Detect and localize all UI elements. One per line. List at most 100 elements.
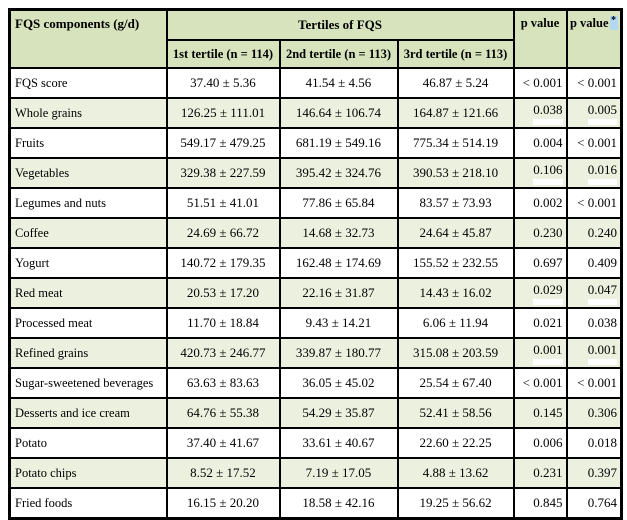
p-value-cell: 0.145 [512,397,568,429]
p-value-text: 0.004 [533,135,563,150]
tertile-1-value-cell: 37.40 ± 5.36 [165,67,281,99]
component-label-cell: Vegetables [8,157,168,189]
table-body: FQS score 37.40 ± 5.36 41.54 ± 4.56 46.8… [8,67,623,520]
p-value-text: 0.001 [533,342,562,365]
p-value-cell: 0.006 [512,427,568,459]
component-label-cell: Potato chips [8,457,168,489]
p-value-adjusted-text: 0.409 [587,255,618,270]
tertile-3-value-cell: 14.43 ± 16.02 [396,277,515,309]
p-value-text: 0.845 [533,495,563,510]
p-value-text: 0.021 [533,315,563,330]
tertile-3-value-cell: 775.34 ± 514.19 [396,127,515,159]
tertile-3-value-cell: 164.87 ± 121.66 [396,97,515,129]
tertile-1-value-cell: 329.38 ± 227.59 [165,157,281,189]
p-value-cell: 0.029 [512,277,568,309]
table-row: Whole grains 126.25 ± 111.01 146.64 ± 10… [8,97,623,129]
tertile-3-header: 3rd tertile (n = 113) [396,39,515,69]
p-value-adjusted-cell: 0.240 [565,217,623,249]
tertile-1-value-cell: 126.25 ± 111.01 [165,97,281,129]
tertile-3-value-cell: 52.41 ± 58.56 [396,397,515,429]
tertile-1-value-cell: 63.63 ± 83.63 [165,367,281,399]
tertile-3-value-cell: 83.57 ± 73.93 [396,187,515,219]
tertile-2-value-cell: 36.05 ± 45.02 [278,367,399,399]
p-value-cell: 0.230 [512,217,568,249]
p-value-column-header: p value [512,8,568,69]
tertile-2-value-cell: 681.19 ± 549.16 [278,127,399,159]
tertile-2-value-cell: 395.42 ± 324.76 [278,157,399,189]
p-value-cell: < 0.001 [512,367,568,399]
p-value-adjusted-text: 0.016 [588,162,617,185]
tertile-2-value-cell: 146.64 ± 106.74 [278,97,399,129]
p-value-cell: 0.106 [512,157,568,189]
p-value-adjusted-cell: 0.001 [565,337,623,369]
p-value-adjusted-text: < 0.001 [577,135,618,150]
tertile-2-value-cell: 162.48 ± 174.69 [278,247,399,279]
tertile-3-value-cell: 46.87 ± 5.24 [396,67,515,99]
p-value-adjusted-text: 0.240 [587,225,618,240]
p-value-adjusted-cell: 0.047 [565,277,623,309]
p-value-adjusted-column-header: p value * [565,8,623,69]
p-value-cell: 0.002 [512,187,568,219]
component-label-cell: Refined grains [8,337,168,369]
p-value-text: < 0.001 [522,375,563,390]
p-value-adjusted-cell: 0.016 [565,157,623,189]
tertile-2-value-cell: 54.29 ± 35.87 [278,397,399,429]
p-value-text: 0.230 [533,225,563,240]
p-value-text: 0.006 [533,435,563,450]
p-value-adjusted-text: 0.764 [587,495,618,510]
p-value-cell: 0.697 [512,247,568,279]
table-row: FQS score 37.40 ± 5.36 41.54 ± 4.56 46.8… [8,67,623,99]
p-value-adjusted-cell: 0.764 [565,487,623,520]
p-value-cell: 0.004 [512,127,568,159]
p-value-cell: 0.001 [512,337,568,369]
table-row: Legumes and nuts 51.51 ± 41.01 77.86 ± 6… [8,187,623,219]
tertile-2-value-cell: 18.58 ± 42.16 [278,487,399,520]
p-value-text: 0.002 [533,195,563,210]
component-label-cell: Desserts and ice cream [8,397,168,429]
table-row: Yogurt 140.72 ± 179.35 162.48 ± 174.69 1… [8,247,623,279]
p-value-text: < 0.001 [522,75,563,90]
components-column-header: FQS components (g/d) [8,8,168,69]
p-value-cell: 0.021 [512,307,568,339]
p-value-adjusted-cell: 0.306 [565,397,623,429]
table-row: Sugar-sweetened beverages 63.63 ± 83.63 … [8,367,623,399]
tertile-2-value-cell: 339.87 ± 180.77 [278,337,399,369]
tertiles-group-header: Tertiles of FQS [165,8,515,41]
component-label-cell: Fried foods [8,487,168,520]
component-label-cell: Legumes and nuts [8,187,168,219]
table-row: Coffee 24.69 ± 66.72 14.68 ± 32.73 24.64… [8,217,623,249]
tertile-1-value-cell: 8.52 ± 17.52 [165,457,281,489]
tertile-1-value-cell: 11.70 ± 18.84 [165,307,281,339]
tertile-1-value-cell: 16.15 ± 20.20 [165,487,281,520]
tertile-3-value-cell: 22.60 ± 22.25 [396,427,515,459]
p-value-adjusted-text: 0.397 [587,465,618,480]
p-value-adjusted-text: 0.001 [588,342,617,365]
tertile-1-value-cell: 37.40 ± 41.67 [165,427,281,459]
tertile-2-value-cell: 41.54 ± 4.56 [278,67,399,99]
tertile-1-value-cell: 51.51 ± 41.01 [165,187,281,219]
tertile-1-value-cell: 64.76 ± 55.38 [165,397,281,429]
p-value-cell: 0.038 [512,97,568,129]
tertile-1-value-cell: 24.69 ± 66.72 [165,217,281,249]
tertile-3-value-cell: 390.53 ± 218.10 [396,157,515,189]
p-value-adjusted-text: < 0.001 [577,195,618,210]
tertile-3-value-cell: 4.88 ± 13.62 [396,457,515,489]
p-value-text: 0.106 [533,162,562,185]
tertile-3-value-cell: 155.52 ± 232.55 [396,247,515,279]
tertile-1-value-cell: 140.72 ± 179.35 [165,247,281,279]
tertile-3-value-cell: 25.54 ± 67.40 [396,367,515,399]
tertile-2-header: 2nd tertile (n = 113) [278,39,399,69]
tertile-3-value-cell: 19.25 ± 56.62 [396,487,515,520]
table-header: FQS components (g/d) Tertiles of FQS p v… [8,8,623,69]
tertile-3-value-cell: 24.64 ± 45.87 [396,217,515,249]
p-value-adjusted-cell: < 0.001 [565,187,623,219]
header-row-1: FQS components (g/d) Tertiles of FQS p v… [8,8,623,69]
tertile-1-value-cell: 549.17 ± 479.25 [165,127,281,159]
p-value-cell: 0.231 [512,457,568,489]
p-value-adjusted-text: < 0.001 [577,375,618,390]
tertile-1-value-cell: 20.53 ± 17.20 [165,277,281,309]
tertile-2-value-cell: 14.68 ± 32.73 [278,217,399,249]
table-row: Red meat 20.53 ± 17.20 22.16 ± 31.87 14.… [8,277,623,309]
tertile-1-value-cell: 420.73 ± 246.77 [165,337,281,369]
header-row-2: 1st tertile (n = 114) 2nd tertile (n = 1… [10,39,622,69]
